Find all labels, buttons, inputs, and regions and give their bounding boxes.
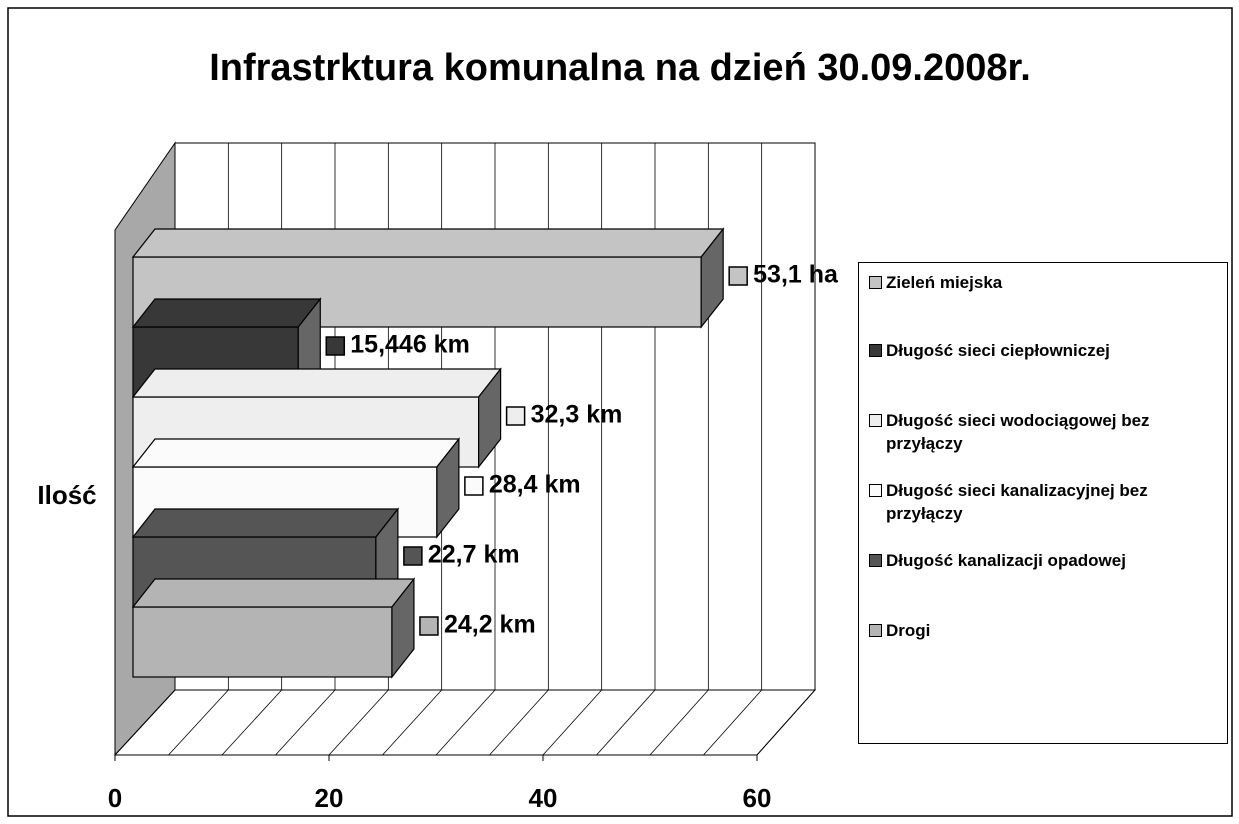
bar-front [132,606,393,678]
legend-label: Długość sieci wodociągowej bez przyłączy [886,411,1150,453]
value-label: 24,2 km [444,611,536,639]
category-label: Ilość [37,480,96,510]
legend-key [869,276,882,289]
legend-key [869,414,882,427]
x-tick-label: 60 [743,783,772,813]
legend: Zieleń miejska Długość sieci ciepłownicze… [858,262,1228,744]
value-label-key [505,406,526,426]
legend-label: Długość kanalizacji opadowej [886,551,1126,570]
legend-entry: Zieleń miejska [869,271,1221,294]
bar-top [131,438,461,468]
floor-grid-line [275,689,336,756]
floor-grid-line [703,689,762,756]
bar-top [131,368,502,398]
x-tick-label: 20 [315,783,344,813]
bar-side [478,367,502,469]
value-label: 22,7 km [428,541,520,569]
legend-entry: Długość sieci wodociągowej bez przyłączy [869,409,1221,455]
floor-grid-line [382,689,442,756]
value-label-key [325,336,346,356]
legend-entry: Długość sieci kanalizacyjnej bez przyłąc… [869,479,1221,525]
floor-grid-line [435,689,496,756]
legend-entry: Długość kanalizacji opadowej [869,549,1221,572]
legend-key [869,554,882,567]
legend-entry: Drogi [869,619,1221,642]
value-label-key [419,616,439,636]
bar-top [131,578,416,608]
bar-side [436,437,460,539]
value-label: 32,3 km [531,401,623,429]
bar-top [131,298,322,328]
floor-grid-line [221,689,282,756]
floor-grid-line [114,689,176,756]
bar-top [131,508,400,538]
legend-label: Długość sieci ciepłowniczej [886,341,1110,360]
floor-grid-line [542,689,602,756]
legend-key [869,624,882,637]
legend-label: Zieleń miejska [886,273,1003,292]
value-label: 53,1 ha [753,261,839,289]
floor-grid-line [328,689,389,756]
legend-key [869,344,882,357]
bar-side [391,577,415,679]
bar-side [700,227,724,329]
floor-grid-line [649,689,709,756]
legend-label: Drogi [886,621,931,640]
floor-grid-line [756,689,816,756]
value-label: 28,4 km [489,471,581,499]
bar [131,577,416,679]
floor-grid-line [596,689,656,756]
legend-label: Długość sieci kanalizacyjnej bez przyłąc… [886,481,1148,523]
x-tick-label: 40 [529,783,558,813]
x-tick-label: 0 [108,783,122,813]
value-label: 15,446 km [350,331,470,359]
value-label-key [728,266,748,286]
chart-title: Infrastrktura komunalna na dzień 30.09.2… [209,47,1031,89]
floor-grid-line [168,689,229,756]
legend-key [869,484,882,497]
floor-grid-line [489,689,549,756]
value-label-key [464,476,484,496]
legend-entry: Długość sieci ciepłowniczej [869,339,1221,362]
bar-top [131,228,725,258]
value-label-key [403,546,423,566]
